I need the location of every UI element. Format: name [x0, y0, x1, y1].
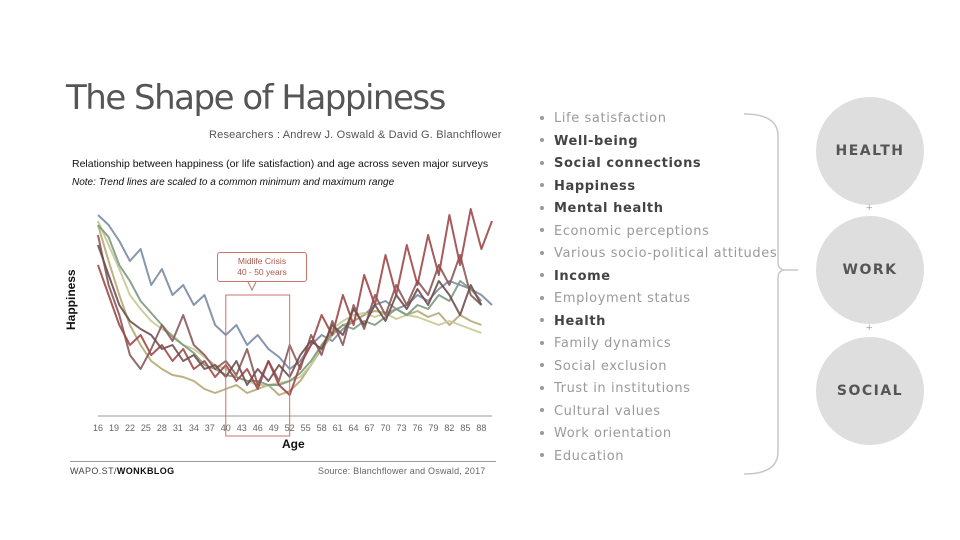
x-tick-label: 64	[349, 423, 359, 433]
brand-prefix: WAPO.ST/	[70, 466, 117, 476]
factor-item: Social exclusion	[540, 356, 777, 379]
factor-item: Family dynamics	[540, 333, 777, 356]
x-tick-label: 46	[253, 423, 263, 433]
bullet-icon	[540, 340, 544, 345]
factor-item: Various socio-political attitudes	[540, 243, 777, 266]
factor-label: Well-being	[554, 133, 639, 149]
factor-item: Life satisfaction	[540, 108, 777, 131]
x-tick-label: 79	[428, 423, 438, 433]
factor-item: Social connections	[540, 153, 777, 176]
bullet-icon	[540, 318, 544, 322]
factor-label: Social connections	[554, 156, 702, 171]
callout-pointer	[247, 281, 257, 292]
health-circle: HEALTH	[816, 97, 924, 205]
chart-note: Note: Trend lines are scaled to a common…	[72, 177, 395, 188]
factor-label: Income	[554, 268, 611, 284]
factor-item: Mental health	[540, 198, 777, 221]
factor-label: Economic perceptions	[554, 223, 710, 239]
chart-subtitle: Relationship between happiness (or life …	[72, 158, 489, 170]
x-tick-label: 31	[173, 423, 183, 433]
x-tick-label: 16	[93, 423, 103, 433]
bullet-icon	[540, 363, 544, 367]
midlife-callout-title: Midlife Crisis	[237, 256, 287, 266]
x-tick-label: 55	[301, 423, 311, 433]
plus-icon: +	[866, 322, 873, 334]
factor-list: Life satisfaction Well-being Social connec…	[540, 108, 777, 468]
factor-label: Cultural values	[554, 403, 661, 419]
bullet-icon	[540, 273, 544, 277]
x-tick-label: 52	[285, 423, 295, 433]
factor-item: Income	[540, 266, 777, 289]
x-tick-label: 70	[381, 423, 391, 433]
x-tick-label: 43	[237, 423, 247, 433]
x-tick-label: 19	[109, 423, 119, 433]
source-divider	[70, 461, 496, 462]
source-credit: Source: Blanchflower and Oswald, 2017	[318, 466, 486, 476]
x-tick-label: 40	[221, 423, 231, 433]
x-tick-label: 85	[460, 423, 470, 433]
x-tick-label: 37	[205, 423, 215, 433]
factor-label: Trust in institutions	[554, 381, 691, 396]
factor-label: Life satisfaction	[554, 111, 667, 126]
happiness-line-chart: 16 19 22 25 28 31 34 37 40 43 46 49 52 55 58 61 64 67 70 73…	[93, 208, 493, 437]
factor-item: Trust in institutions	[540, 378, 777, 401]
brand-name: WONKBLOG	[116, 466, 175, 476]
bullet-icon	[540, 430, 544, 435]
bullet-icon	[540, 250, 544, 255]
bullet-icon	[540, 408, 544, 412]
social-circle: SOCIAL	[816, 337, 924, 445]
bullet-icon	[540, 183, 544, 187]
factor-item: Health	[540, 311, 777, 334]
factor-item: Economic perceptions	[540, 221, 777, 244]
x-tick-label: 28	[157, 423, 167, 433]
factor-item: Well-being	[540, 131, 777, 154]
factor-item: Work orientation	[540, 423, 777, 446]
right-brace-icon	[743, 113, 798, 475]
researchers-credit: Researchers : Andrew J. Oswald & David G…	[209, 129, 502, 141]
x-tick-label: 82	[444, 423, 454, 433]
x-tick-label: 58	[317, 423, 327, 433]
x-tick-label: 88	[476, 423, 486, 433]
x-tick-label: 22	[125, 423, 135, 433]
bullet-icon	[540, 228, 544, 232]
factor-label: Family dynamics	[554, 336, 672, 351]
x-tick-label: 61	[333, 423, 343, 433]
chart-panel: 16 19 22 25 28 31 34 37 40 43 46 49 52 55 58 61 64 67 70 73…	[60, 150, 510, 480]
factor-item: Happiness	[540, 176, 777, 199]
plus-icon: +	[866, 202, 873, 214]
factor-label: Work orientation	[554, 426, 672, 441]
x-tick-label: 34	[189, 423, 199, 433]
bullet-icon	[540, 385, 544, 390]
bullet-icon	[540, 115, 544, 120]
midlife-highlight-box	[225, 294, 291, 437]
page-title: The Shape of Happiness	[66, 78, 446, 118]
factor-label: Various socio-political attitudes	[554, 246, 778, 261]
factor-label: Mental health	[554, 201, 664, 216]
bullet-icon	[540, 295, 544, 300]
factor-item: Cultural values	[540, 401, 777, 424]
midlife-crisis-callout: Midlife Crisis 40 - 50 years	[217, 252, 307, 282]
x-tick-label: 49	[269, 423, 279, 433]
factor-item: Education	[540, 446, 777, 469]
x-tick-label: 25	[141, 423, 151, 433]
y-axis-label: Happiness	[64, 269, 78, 330]
factor-label: Social exclusion	[554, 358, 668, 374]
bullet-icon	[540, 138, 544, 142]
x-tick-label: 67	[365, 423, 375, 433]
factor-label: Health	[554, 313, 606, 329]
bullet-icon	[540, 453, 544, 457]
work-circle: WORK	[816, 216, 924, 324]
factor-label: Happiness	[554, 178, 636, 194]
x-tick-label: 76	[412, 423, 422, 433]
midlife-callout-range: 40 - 50 years	[237, 267, 287, 277]
bullet-icon	[540, 205, 544, 210]
bullet-icon	[540, 160, 544, 165]
x-axis-label: Age	[282, 437, 305, 451]
x-tick-label: 73	[396, 423, 406, 433]
factor-label: Education	[554, 448, 625, 464]
factor-label: Employment status	[554, 291, 691, 306]
wonkblog-credit: WAPO.ST/WONKBLOG	[70, 466, 175, 476]
factor-item: Employment status	[540, 288, 777, 311]
